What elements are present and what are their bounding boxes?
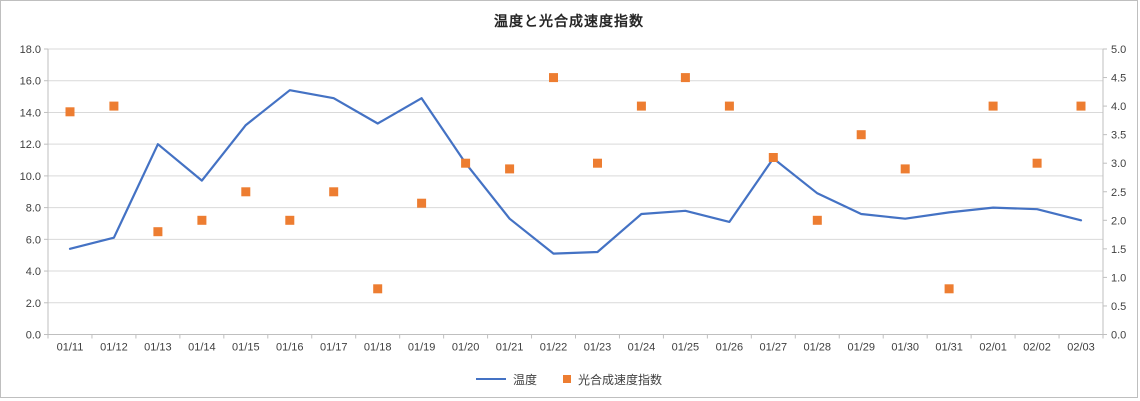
right-axis-tick-label: 4.5 [1111, 73, 1126, 85]
x-axis-category-label: 01/12 [100, 342, 128, 354]
x-axis-category-label: 02/01 [979, 342, 1007, 354]
legend-label-photosynthesis: 光合成速度指数 [578, 372, 663, 387]
legend: 温度 光合成速度指数 [1, 369, 1137, 389]
photosynthesis-scatter-point [988, 101, 998, 111]
right-axis-tick-label: 0.0 [1111, 330, 1126, 342]
photosynthesis-scatter-point [724, 101, 734, 111]
x-axis-category-label: 02/03 [1067, 342, 1095, 354]
right-axis-tick-label: 2.5 [1111, 187, 1126, 199]
legend-item-temperature: 温度 [475, 371, 537, 388]
photosynthesis-scatter-point [109, 101, 119, 111]
photosynthesis-scatter-point [1032, 158, 1042, 168]
photosynthesis-scatter-point [856, 130, 866, 140]
right-axis-tick-label: 5.0 [1111, 44, 1126, 56]
left-axis-tick-label: 16.0 [20, 76, 41, 88]
left-axis-tick-label: 10.0 [20, 171, 41, 183]
photosynthesis-scatter-point [636, 101, 646, 111]
right-axis-tick-label: 2.0 [1111, 215, 1126, 227]
left-axis-tick-label: 2.0 [26, 298, 41, 310]
x-axis-category-label: 01/29 [847, 342, 875, 354]
x-axis-category-label: 01/14 [188, 342, 216, 354]
x-axis-category-label: 01/26 [716, 342, 744, 354]
x-axis-category-label: 01/16 [276, 342, 304, 354]
x-axis-category-label: 01/15 [232, 342, 260, 354]
photosynthesis-scatter-point [197, 215, 207, 225]
legend-item-photosynthesis: 光合成速度指数 [563, 371, 662, 388]
photosynthesis-scatter-point [417, 198, 427, 208]
photosynthesis-scatter-point [1076, 101, 1086, 111]
right-axis-tick-label: 4.0 [1111, 101, 1126, 113]
x-axis-category-label: 01/18 [364, 342, 392, 354]
legend-line-sample-icon [475, 378, 506, 380]
photosynthesis-scatter-point [153, 227, 163, 237]
x-axis-category-label: 01/11 [57, 342, 84, 354]
x-axis-category-label: 01/22 [540, 342, 568, 354]
x-axis-category-label: 01/24 [628, 342, 656, 354]
left-axis-tick-label: 12.0 [20, 139, 41, 151]
photosynthesis-scatter-point [461, 158, 471, 168]
x-axis-category-label: 01/21 [496, 342, 524, 354]
left-axis-tick-label: 6.0 [26, 234, 41, 246]
photosynthesis-scatter-point [593, 158, 602, 168]
x-axis-category-label: 01/13 [144, 342, 172, 354]
left-axis-tick-label: 0.0 [26, 330, 41, 342]
right-axis-tick-label: 0.5 [1111, 301, 1126, 313]
right-axis-tick-label: 1.0 [1111, 272, 1126, 284]
x-axis-category-label: 01/25 [672, 342, 700, 354]
photosynthesis-scatter-point [680, 73, 690, 83]
x-axis-category-label: 01/28 [804, 342, 832, 354]
x-axis-category-label: 01/27 [760, 342, 788, 354]
temperature-line-series [68, 89, 1083, 255]
photosynthesis-scatter-point [329, 187, 339, 197]
photosynthesis-scatter-point [812, 215, 822, 225]
x-axis-category-label: 01/19 [408, 342, 436, 354]
chart-title: 温度と光合成速度指数 [494, 13, 644, 29]
photosynthesis-scatter-point [768, 153, 778, 162]
right-axis-tick-label: 3.0 [1111, 158, 1126, 170]
x-axis-category-label: 01/31 [935, 342, 963, 354]
left-axis-tick-label: 14.0 [20, 107, 41, 119]
left-axis-tick-label: 18.0 [20, 44, 41, 56]
x-axis-category-label: 02/02 [1023, 342, 1051, 354]
right-axis-tick-label: 1.5 [1111, 244, 1126, 256]
x-axis-category-label: 01/20 [452, 342, 480, 354]
photosynthesis-scatter-point [241, 187, 251, 197]
x-axis-category-label: 01/17 [320, 342, 348, 354]
x-axis-category-label: 01/30 [891, 342, 919, 354]
photosynthesis-scatter-point [373, 284, 383, 294]
photosynthesis-scatter-point [505, 164, 515, 174]
left-axis-tick-label: 8.0 [26, 203, 41, 215]
left-axis-tick-label: 4.0 [26, 266, 41, 278]
photosynthesis-scatter-point [944, 284, 954, 294]
legend-square-sample-icon [563, 375, 571, 383]
photosynthesis-scatter-point [900, 164, 910, 174]
x-axis-category-label: 01/23 [584, 342, 612, 354]
right-axis-tick-label: 3.5 [1111, 130, 1126, 142]
photosynthesis-scatter-point [549, 73, 558, 83]
photosynthesis-scatter-point [285, 215, 295, 225]
legend-label-temperature: 温度 [512, 372, 537, 387]
photosynthesis-scatter-point [65, 107, 75, 117]
